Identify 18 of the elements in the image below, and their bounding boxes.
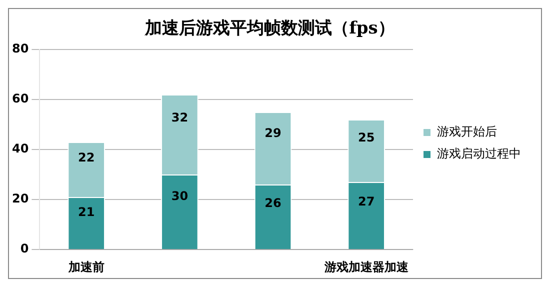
data-label: 29 xyxy=(264,126,282,140)
y-tick-label: 20 xyxy=(12,192,29,206)
data-label: 27 xyxy=(358,194,375,208)
y-tick-label: 60 xyxy=(12,92,29,106)
data-label: 21 xyxy=(78,204,95,219)
y-tick-label: 40 xyxy=(12,142,29,156)
y-tick-label: 80 xyxy=(12,42,29,56)
data-label: 22 xyxy=(78,150,95,165)
legend-label: 游戏开始后 xyxy=(437,124,497,139)
x-tick-label: 加速前 xyxy=(67,260,104,274)
data-label: 25 xyxy=(358,130,375,144)
y-tick-label: 0 xyxy=(20,242,29,256)
chart-title: 加速后游戏平均帧数测试（fps） xyxy=(144,18,395,39)
x-tick-label: 游戏加速器加速 xyxy=(323,260,410,274)
legend-label: 游戏启动过程中 xyxy=(437,146,521,161)
data-label: 26 xyxy=(264,196,282,210)
data-label: 32 xyxy=(171,110,188,125)
data-label: 30 xyxy=(171,189,188,204)
